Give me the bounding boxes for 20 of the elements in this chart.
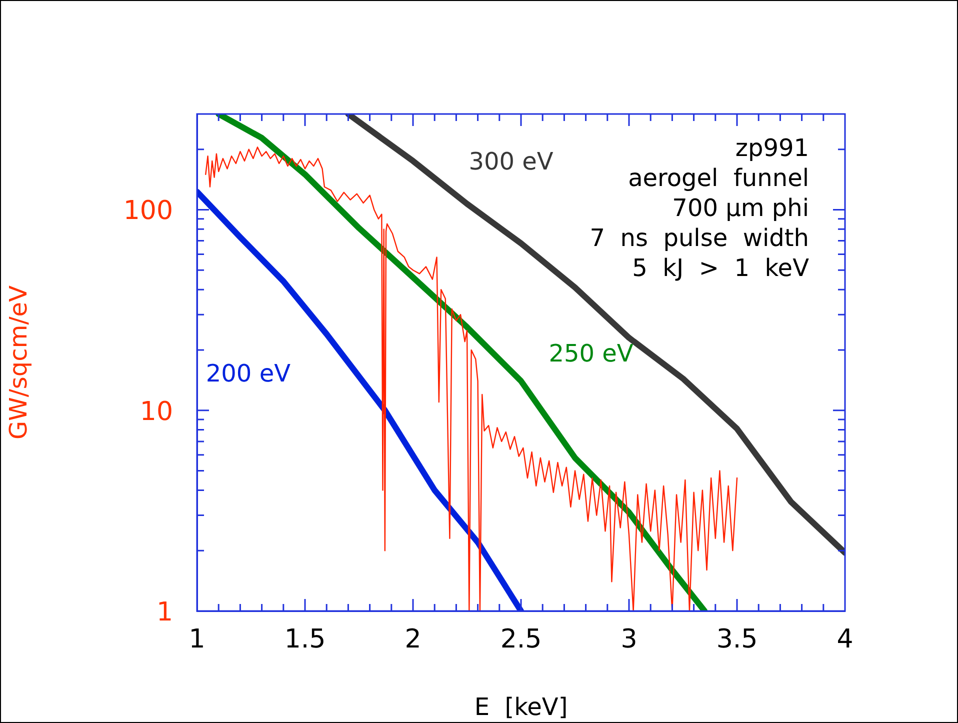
series-label: 250 eV: [548, 339, 634, 368]
y-axis-title: GW/sqcm/eV: [4, 284, 33, 440]
series-label: 300 eV: [468, 148, 554, 176]
annotation: aerogel funnel: [628, 164, 809, 192]
x-tick-label: 4: [836, 624, 854, 654]
x-tick-label: 2: [404, 624, 422, 654]
x-tick-label: 1: [188, 624, 206, 654]
x-axis-title: E [keV]: [474, 692, 568, 721]
x-tick-label: 1.5: [284, 624, 326, 654]
x-tick-label: 2.5: [500, 624, 542, 654]
annotation: 700 μm phi: [672, 194, 809, 222]
annotation: 7 ns pulse width: [590, 224, 809, 252]
series-label: 200 eV: [206, 359, 292, 388]
x-tick-label: 3: [620, 624, 638, 654]
y-tick-label: 100: [123, 196, 173, 226]
annotation: 5 kJ > 1 keV: [632, 254, 810, 282]
x-tick-label: 3.5: [716, 624, 758, 654]
y-tick-label: 1: [156, 598, 173, 628]
y-tick-label: 10: [140, 396, 173, 427]
annotation: zp991: [735, 134, 809, 162]
